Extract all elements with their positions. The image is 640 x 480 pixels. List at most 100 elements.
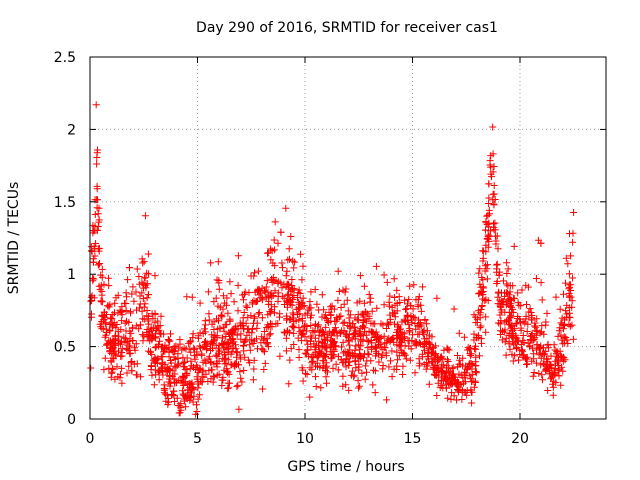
data-point bbox=[230, 298, 238, 306]
data-point bbox=[368, 339, 376, 347]
data-point bbox=[242, 302, 250, 310]
data-point bbox=[394, 356, 401, 364]
data-point bbox=[237, 374, 245, 382]
data-point bbox=[458, 386, 466, 394]
data-point bbox=[283, 267, 291, 275]
data-point bbox=[454, 352, 461, 359]
data-point bbox=[484, 211, 492, 219]
data-point bbox=[289, 322, 297, 330]
data-point bbox=[311, 320, 319, 328]
data-point bbox=[383, 339, 391, 347]
data-point bbox=[470, 383, 478, 391]
data-point bbox=[567, 293, 575, 301]
data-point bbox=[226, 278, 234, 286]
data-point bbox=[332, 360, 340, 368]
data-point bbox=[479, 247, 487, 255]
data-point bbox=[523, 301, 530, 308]
data-point bbox=[503, 259, 511, 267]
data-point bbox=[312, 362, 319, 370]
data-point bbox=[154, 367, 162, 375]
data-point bbox=[123, 293, 131, 301]
x-tick-label: 15 bbox=[404, 431, 422, 447]
data-point bbox=[145, 291, 152, 298]
data-point bbox=[388, 347, 396, 355]
x-axis-label: GPS time / hours bbox=[287, 459, 404, 475]
data-point bbox=[483, 275, 491, 283]
data-point bbox=[140, 315, 148, 323]
data-point bbox=[490, 226, 498, 234]
data-point bbox=[148, 371, 156, 379]
data-point bbox=[369, 381, 377, 389]
data-point bbox=[158, 353, 166, 361]
data-point bbox=[224, 379, 232, 387]
data-point bbox=[569, 229, 577, 237]
data-point bbox=[463, 391, 471, 399]
data-point bbox=[393, 362, 401, 370]
data-point bbox=[167, 359, 175, 367]
data-point bbox=[264, 339, 271, 347]
data-point bbox=[493, 261, 501, 269]
data-point bbox=[165, 348, 173, 356]
data-point bbox=[204, 288, 212, 296]
data-point bbox=[255, 310, 263, 318]
data-point bbox=[390, 275, 398, 283]
data-point bbox=[253, 319, 261, 327]
data-point bbox=[285, 281, 293, 289]
data-point bbox=[262, 283, 270, 291]
data-point bbox=[87, 293, 95, 301]
data-point bbox=[339, 319, 347, 327]
data-point bbox=[143, 294, 151, 302]
data-point bbox=[518, 286, 526, 294]
data-point bbox=[155, 340, 163, 348]
data-point bbox=[279, 264, 286, 272]
data-point bbox=[210, 372, 218, 380]
data-point bbox=[537, 279, 545, 287]
data-point bbox=[237, 335, 245, 343]
data-point bbox=[558, 336, 566, 344]
data-point bbox=[566, 281, 574, 289]
data-point bbox=[451, 373, 459, 381]
data-point bbox=[521, 319, 529, 327]
data-point bbox=[176, 336, 184, 344]
data-point bbox=[196, 342, 204, 350]
data-point bbox=[107, 315, 115, 323]
data-point bbox=[385, 298, 393, 306]
data-point bbox=[412, 342, 420, 350]
data-point bbox=[476, 324, 484, 332]
data-point bbox=[556, 324, 564, 332]
data-point bbox=[485, 237, 493, 245]
data-point bbox=[207, 259, 215, 267]
data-point bbox=[528, 357, 536, 365]
data-point bbox=[138, 307, 146, 315]
data-point bbox=[364, 344, 372, 352]
data-point bbox=[569, 238, 577, 246]
data-point bbox=[383, 319, 391, 327]
data-point bbox=[297, 299, 305, 307]
data-point bbox=[295, 324, 303, 332]
data-point bbox=[166, 382, 174, 390]
data-point bbox=[429, 348, 437, 356]
data-point bbox=[550, 341, 558, 349]
data-point bbox=[136, 292, 144, 300]
data-point bbox=[185, 339, 193, 347]
data-point bbox=[236, 368, 244, 376]
data-point bbox=[524, 283, 532, 291]
data-point bbox=[133, 360, 141, 368]
data-point bbox=[555, 372, 563, 380]
data-point bbox=[271, 246, 279, 254]
data-point bbox=[489, 150, 497, 158]
data-point bbox=[121, 319, 129, 327]
data-point bbox=[323, 317, 331, 325]
data-point bbox=[179, 387, 187, 395]
data-point bbox=[250, 356, 258, 364]
data-point bbox=[467, 386, 475, 394]
data-point bbox=[276, 310, 284, 318]
data-point bbox=[147, 366, 155, 374]
data-point bbox=[476, 289, 484, 297]
data-point bbox=[327, 311, 335, 319]
data-point bbox=[405, 321, 413, 329]
data-point bbox=[261, 287, 268, 295]
data-point bbox=[111, 299, 119, 307]
data-point bbox=[346, 311, 354, 319]
x-tick-label: 5 bbox=[193, 431, 202, 447]
